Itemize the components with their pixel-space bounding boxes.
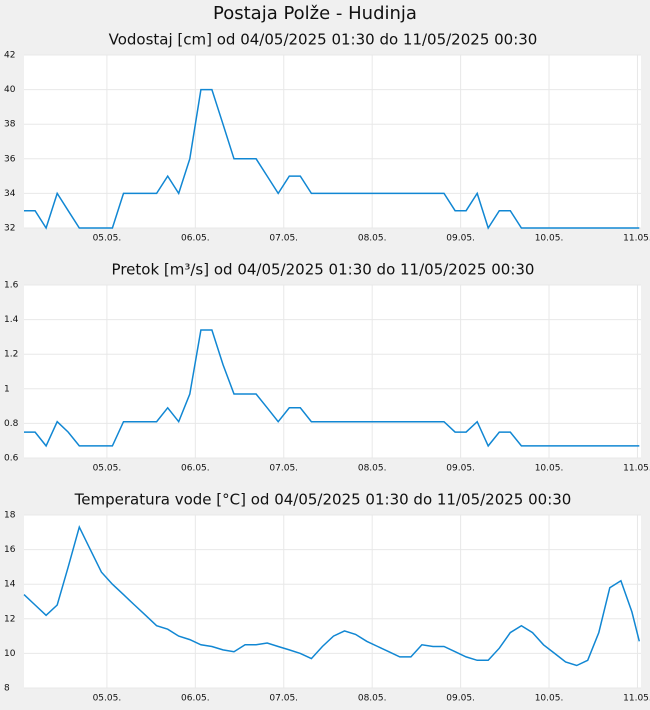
x-tick-label: 11.05. (623, 464, 650, 474)
x-tick-label: 07.05. (269, 694, 298, 704)
y-tick-label: 0.8 (4, 419, 19, 429)
y-tick-label: 40 (4, 85, 16, 95)
y-tick-label: 1.4 (4, 315, 19, 325)
chart-title: Temperatura vode [°C] od 04/05/2025 01:3… (74, 491, 572, 509)
x-tick-label: 08.05. (358, 464, 387, 474)
y-tick-label: 38 (4, 120, 16, 130)
y-tick-label: 1.2 (4, 350, 18, 360)
y-tick-label: 10 (4, 649, 16, 659)
x-tick-label: 10.05. (535, 234, 564, 244)
y-tick-label: 1 (4, 384, 10, 394)
x-tick-label: 10.05. (535, 694, 564, 704)
x-tick-label: 10.05. (535, 464, 564, 474)
x-tick-label: 06.05. (181, 694, 210, 704)
x-tick-label: 06.05. (181, 464, 210, 474)
x-tick-label: 05.05. (93, 694, 122, 704)
x-tick-label: 07.05. (269, 234, 298, 244)
page-title: Postaja Polže - Hudinja (213, 3, 417, 24)
data-line (24, 88, 640, 230)
y-tick-label: 12 (4, 614, 15, 624)
y-tick-label: 34 (4, 189, 16, 199)
plot-area (24, 515, 641, 688)
plot-area (24, 285, 641, 458)
x-tick-label: 09.05. (446, 694, 475, 704)
x-tick-label: 11.05. (623, 234, 650, 244)
y-tick-label: 32 (4, 224, 15, 234)
x-tick-label: 08.05. (358, 234, 387, 244)
x-tick-label: 09.05. (446, 464, 475, 474)
data-line (23, 524, 641, 667)
y-tick-label: 42 (4, 51, 15, 61)
x-tick-label: 07.05. (269, 464, 298, 474)
x-tick-label: 09.05. (446, 234, 475, 244)
chart-title: Pretok [m³/s] od 04/05/2025 01:30 do 11/… (112, 261, 535, 279)
y-tick-label: 1.6 (4, 281, 19, 291)
y-tick-label: 36 (4, 154, 16, 164)
chart-title: Vodostaj [cm] od 04/05/2025 01:30 do 11/… (109, 31, 538, 49)
x-tick-label: 06.05. (181, 234, 210, 244)
x-tick-label: 11.05. (623, 694, 650, 704)
y-tick-label: 18 (4, 511, 16, 521)
y-tick-label: 16 (4, 545, 16, 555)
x-tick-label: 05.05. (93, 464, 122, 474)
plot-area (24, 55, 641, 228)
y-tick-label: 0.6 (4, 454, 19, 464)
y-tick-label: 8 (4, 684, 10, 694)
x-tick-label: 05.05. (93, 234, 122, 244)
x-tick-label: 08.05. (358, 694, 387, 704)
y-tick-label: 14 (4, 580, 16, 590)
data-line (24, 329, 640, 448)
